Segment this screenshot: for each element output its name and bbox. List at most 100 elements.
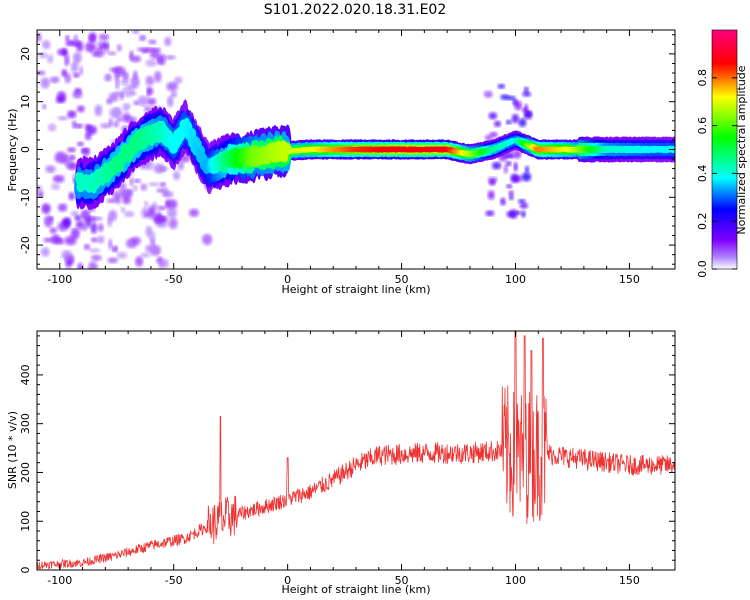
heatmap-y-tick-label: -20 [19, 236, 32, 254]
heatmap-cell [508, 194, 514, 201]
heatmap-cell [56, 91, 67, 102]
heatmap-cell [130, 90, 137, 96]
heatmap-cell [73, 34, 79, 44]
colorbar-tick-label: 0.8 [696, 69, 709, 87]
heatmap-cell [163, 258, 169, 269]
heatmap-cell [67, 147, 76, 153]
heatmap-cell [107, 51, 117, 56]
heatmap-cell [57, 115, 69, 121]
heatmap-cell [177, 160, 185, 171]
heatmap-cell [519, 202, 529, 209]
heatmap-cell [517, 198, 526, 204]
heatmap-cell [65, 162, 71, 168]
heatmap-cell [166, 207, 178, 219]
colorbar-frame [711, 29, 738, 270]
heatmap-cell [76, 105, 85, 113]
heatmap-cell [90, 237, 98, 243]
heatmap-cell [524, 165, 530, 174]
heatmap-cell [132, 30, 140, 34]
colorbar-ticks: 0.0 0.2 0.4 0.6 0.8 [696, 69, 737, 278]
heatmap-cell [154, 70, 162, 83]
heatmap-cell [156, 187, 164, 193]
heatmap-cell [51, 183, 61, 191]
heatmap-cell [41, 203, 51, 214]
heatmap-cell [188, 208, 199, 218]
heatmap-cell [108, 238, 113, 250]
heatmap-cell [168, 218, 178, 229]
heatmap-cell [123, 210, 135, 218]
heatmap-cell [94, 104, 103, 117]
heatmap-cell [505, 161, 512, 167]
heatmap-cell [159, 216, 168, 222]
heatmap-cell [122, 103, 131, 109]
heatmap-cell [149, 49, 161, 60]
snr-y-tick-label: 100 [19, 511, 32, 532]
heatmap-cell [140, 47, 149, 54]
heatmap-cell [116, 44, 122, 52]
snr-x-tick-label: 0 [284, 574, 291, 587]
heatmap-cell [77, 141, 84, 147]
snr-y-axis-label: SNR (10 * v/v) [6, 411, 19, 489]
heatmap-cell [94, 47, 105, 58]
heatmap-cell [512, 98, 518, 106]
heatmap-cell [117, 188, 129, 199]
heatmap-cell [129, 50, 134, 61]
heatmap-cell [46, 54, 54, 64]
heatmap-cell [487, 190, 495, 200]
heatmap-y-tick-label: 0 [19, 146, 32, 153]
heatmap-cell [79, 65, 84, 76]
heatmap-cell [522, 91, 532, 97]
heatmap-cell [72, 90, 83, 99]
snr-panel: -100 -50 0 50 100 150 0 100 200 300 400 Height of … [6, 330, 676, 596]
heatmap-cell [500, 94, 510, 100]
heatmap-cell [148, 182, 160, 187]
heatmap-cell [146, 87, 154, 96]
heatmap-cell [107, 216, 113, 227]
heatmap-cell [98, 33, 110, 41]
colorbar-gradient [712, 30, 737, 269]
heatmap-cell [137, 95, 149, 107]
heatmap-cell [485, 210, 495, 217]
heatmap-cell [505, 119, 512, 125]
heatmap-cell [132, 184, 138, 192]
heatmap-cell [132, 70, 138, 79]
heatmap-cell [202, 233, 213, 246]
snr-series-line [37, 331, 675, 570]
heatmap-cell [500, 197, 506, 206]
heatmap-layer [37, 30, 675, 269]
heatmap-cell [170, 90, 177, 98]
heatmap-cell [65, 39, 76, 47]
heatmap-cell [159, 182, 167, 187]
heatmap-cell [144, 212, 149, 217]
heatmap-cell [68, 191, 75, 201]
heatmap-x-tick-label: 0 [284, 273, 291, 286]
heatmap-cell [61, 250, 73, 261]
heatmap-cell [165, 55, 177, 60]
heatmap-cell [139, 35, 147, 41]
heatmap-cell [49, 76, 60, 84]
heatmap-cell [174, 76, 183, 84]
heatmap-cell [70, 154, 76, 161]
heatmap-cell [57, 48, 69, 56]
snr-x-tick-label: -50 [165, 574, 183, 587]
heatmap-cell [116, 117, 123, 122]
heatmap-y-tick-label: -10 [19, 188, 32, 206]
heatmap-cell [62, 217, 72, 228]
heatmap-cell [85, 125, 97, 135]
heatmap-cell [47, 123, 57, 132]
heatmap-cell [67, 110, 77, 119]
heatmap-cell [523, 103, 529, 111]
heatmap-cell [37, 70, 46, 76]
heatmap-y-tick-label: 10 [19, 95, 32, 109]
heatmap-x-tick-label: -50 [165, 273, 183, 286]
heatmap-y-tick-label: 20 [19, 47, 32, 61]
heatmap-x-tick-label: 50 [395, 273, 409, 286]
heatmap-cell [523, 110, 533, 120]
heatmap-cell [670, 145, 675, 153]
heatmap-cell [148, 39, 157, 45]
heatmap-cell [61, 69, 68, 77]
heatmap-cell [488, 179, 496, 186]
heatmap-cell [147, 98, 157, 106]
